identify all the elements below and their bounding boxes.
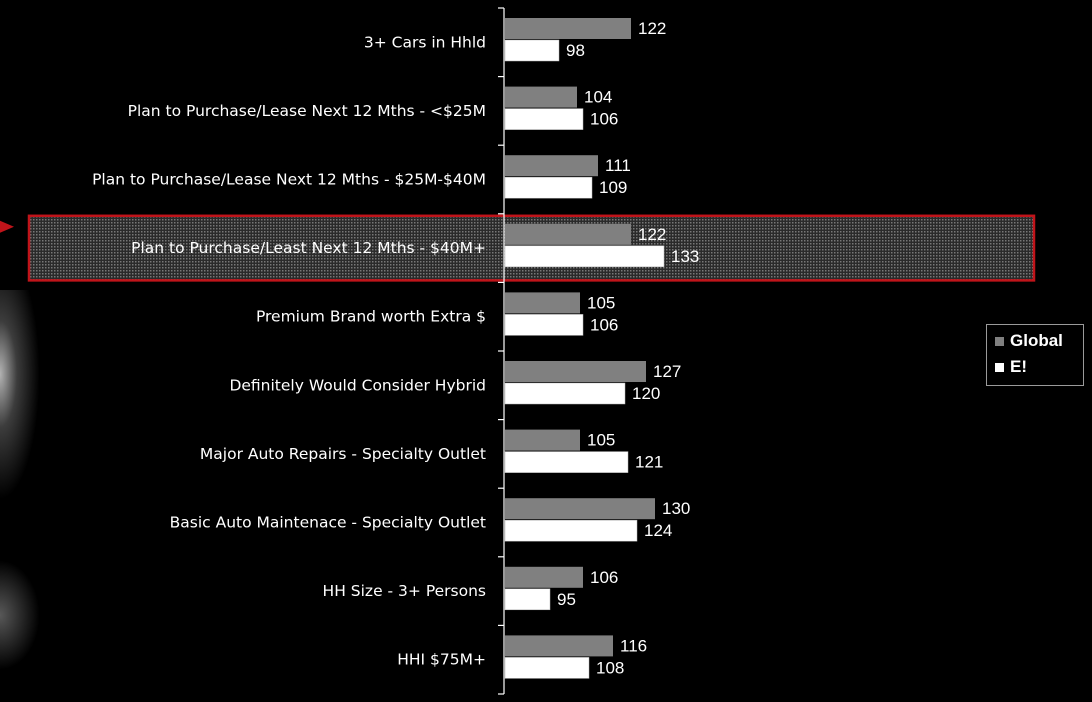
bar-e [504,519,638,542]
data-label: 121 [635,453,663,472]
bar-global [505,566,583,588]
legend-swatch-global [995,336,1004,346]
bar-global [505,635,613,657]
bar-e [504,451,629,473]
category-label: Premium Brand worth Extra $ [256,308,486,326]
legend-item-global: Global [995,331,1063,351]
data-label: 133 [671,247,699,266]
bar-global [505,155,598,177]
data-label: 120 [632,384,660,403]
data-label: 98 [566,41,585,60]
category-label: Plan to Purchase/Least Next 12 Mths - $4… [131,239,486,257]
bar-e [504,176,593,199]
category-label: Basic Auto Maintenace - Specialty Outlet [170,514,486,532]
data-label: 124 [644,521,672,540]
legend-item-e: E! [995,357,1027,377]
bar-e [504,657,590,679]
legend-label-e: E! [1010,357,1027,376]
data-label: 109 [599,178,627,197]
data-label: 130 [662,499,690,518]
data-label: 116 [620,636,647,655]
data-label: 105 [587,431,615,450]
data-label: 122 [638,19,666,38]
bar-global [505,292,580,314]
category-label: HHI $75M+ [397,651,486,669]
bar-global [505,429,580,451]
bar-e [504,108,584,130]
bar-e [504,588,551,611]
category-label: 3+ Cars in Hhld [364,33,486,51]
data-label: 111 [605,156,631,175]
bar-e [504,382,626,405]
category-label: HH Size - 3+ Persons [323,582,486,600]
data-label: 108 [596,658,624,677]
bar-global [505,18,631,39]
category-label: Definitely Would Consider Hybrid [229,376,486,394]
data-label: 106 [590,315,618,334]
category-label: Plan to Purchase/Lease Next 12 Mths - <$… [128,102,486,120]
bar-global [505,498,655,520]
legend-label-global: Global [1010,331,1063,350]
bar-global [505,361,646,382]
bar-global [505,86,577,108]
category-label: Major Auto Repairs - Specialty Outlet [200,445,486,463]
data-label: 95 [557,590,576,609]
data-label: 106 [590,568,618,587]
legend-swatch-e [995,362,1004,372]
bar-e [504,245,665,268]
bar-global [505,223,631,245]
bar-e [504,39,560,62]
data-label: 105 [587,293,615,312]
category-label: Plan to Purchase/Lease Next 12 Mths - $2… [92,171,486,189]
decorative-smoke-image [0,290,40,500]
chart-legend: Global E! [986,324,1084,386]
bar-e [504,314,584,336]
data-label: 127 [653,362,681,381]
data-label: 104 [584,88,612,107]
data-label: 122 [638,225,666,244]
data-label: 106 [590,110,618,129]
highlight-arrow-icon [0,220,14,233]
decorative-smoke-image-lower [0,560,40,670]
